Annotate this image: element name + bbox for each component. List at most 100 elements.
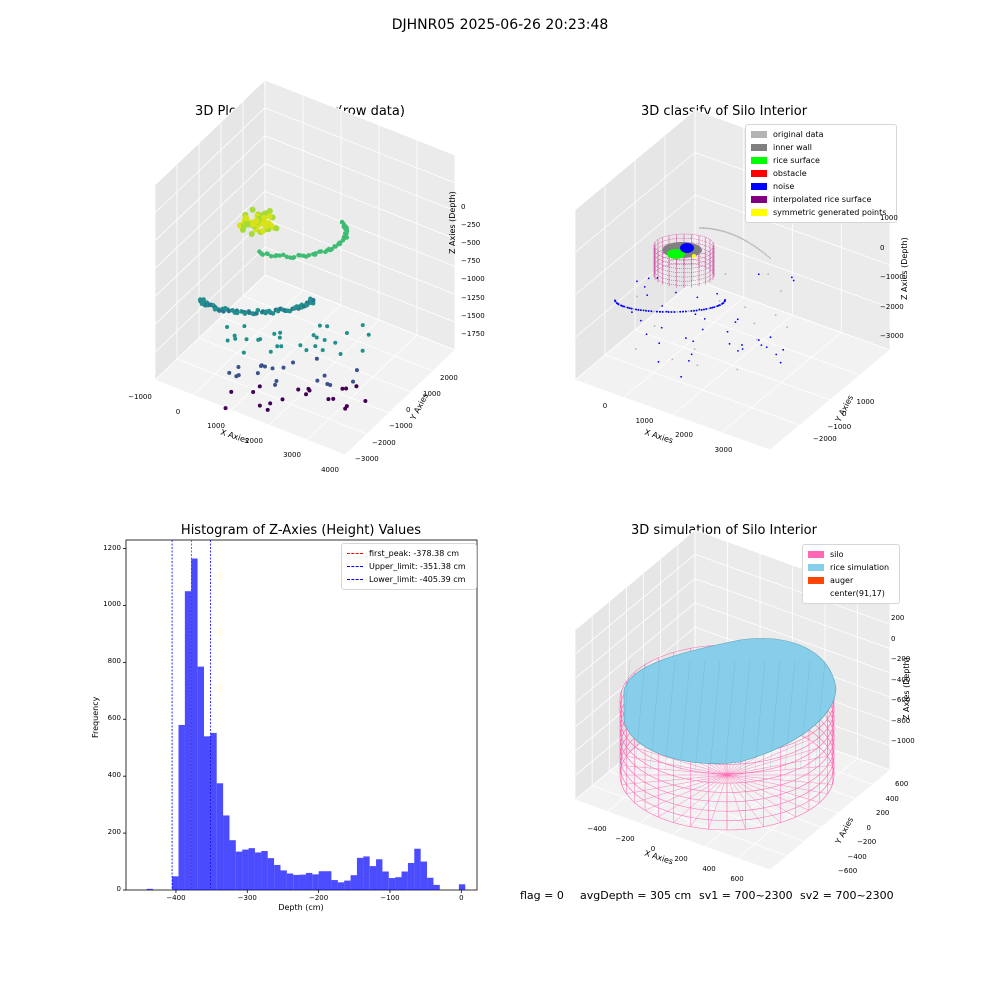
- panel1-point: [340, 238, 345, 243]
- panel1-point: [205, 302, 211, 308]
- histogram-bar: [146, 888, 153, 890]
- panel2-noise-point: [645, 333, 648, 336]
- silo-floor-line: [644, 774, 728, 811]
- panel4-legend-item: rice simulation: [808, 561, 894, 574]
- panel1-point: [328, 382, 333, 387]
- panel1-point: [310, 297, 316, 303]
- panel1-point: [262, 222, 269, 229]
- panel2-noise-point: [721, 302, 724, 305]
- panel3-y-tick-1: 200: [107, 828, 121, 837]
- panel4-legend-item: silo: [808, 548, 894, 561]
- histogram-bar: [254, 852, 262, 890]
- panel1-point: [312, 252, 318, 257]
- panel2-original-point: [761, 251, 764, 254]
- panel2-noise-point: [665, 310, 668, 313]
- rice-mesh-line: [694, 659, 706, 771]
- histogram-bar: [305, 872, 313, 890]
- panel2-noise-point: [661, 310, 664, 313]
- panel1-point: [202, 302, 208, 308]
- panel2-inner-wall-ring: [653, 242, 715, 265]
- panel3-x-tick-1: −300: [237, 894, 257, 902]
- legend-swatch: [808, 577, 824, 584]
- silo-ring: [619, 654, 835, 765]
- panel1-point: [322, 373, 327, 378]
- panel3-vlines: [171, 540, 212, 890]
- panel2-noise-point: [736, 318, 739, 321]
- panel2-legend-item: interpolated rice surface: [751, 193, 891, 206]
- panel2-original-point: [758, 248, 761, 251]
- legend-label: Lower_limit: -405.39 cm: [369, 575, 466, 584]
- panel2-y-tick-2: 0: [842, 410, 847, 418]
- panel2-noise-point: [780, 290, 783, 292]
- panel1-point: [243, 215, 250, 222]
- panel2-noise-point: [724, 273, 727, 275]
- silo-floor-line: [726, 774, 810, 811]
- panel1-point: [308, 299, 313, 305]
- panel2-noise-point: [690, 353, 693, 356]
- panel2-noise-point: [714, 305, 717, 308]
- panel2-noise-point: [728, 342, 731, 345]
- silo-floor-line: [673, 727, 728, 776]
- panel1-point: [253, 220, 260, 227]
- panel1-point: [269, 254, 274, 259]
- panel2-symmetric-point: [692, 254, 696, 258]
- panel2-noise-point: [723, 300, 726, 303]
- panel3-y-tick-6: 1200: [103, 543, 121, 552]
- panel2-noise-point: [718, 300, 721, 302]
- histogram-bar: [280, 870, 287, 890]
- panel1-point: [302, 303, 307, 309]
- panel1-point: [309, 300, 314, 306]
- panel1-y-tick-1: −2000: [372, 438, 396, 447]
- panel1-point: [234, 308, 240, 314]
- footer-flag: flag = 0: [520, 889, 564, 902]
- panel4-ylabel: Y Axies: [833, 815, 856, 846]
- panel1-point: [203, 300, 209, 306]
- panel2-noise-point: [658, 310, 661, 313]
- panel1-point: [268, 310, 273, 315]
- panel1-point: [332, 244, 337, 249]
- panel4-x-tick-0: −400: [587, 825, 607, 833]
- panel1-point: [343, 235, 348, 240]
- panel1-point: [298, 343, 303, 348]
- histogram-bar: [433, 884, 440, 890]
- panel2-original-point: [740, 237, 743, 240]
- panel1-point: [275, 307, 281, 313]
- panel2-noise-point: [636, 280, 638, 283]
- panel1-point: [258, 364, 263, 369]
- panel1-point: [308, 296, 313, 302]
- panel1-point: [259, 251, 264, 256]
- panel1-z-tick-0: 0: [461, 203, 466, 211]
- panel2-noise-point: [635, 295, 638, 298]
- panel1-point: [354, 384, 359, 389]
- panel1-point: [265, 251, 270, 257]
- panel1-point: [363, 398, 368, 403]
- panel1-point: [204, 300, 210, 306]
- panel2-noise-point: [737, 349, 739, 352]
- panel1-point: [211, 303, 217, 309]
- panel2-legend-item: rice surface: [751, 154, 891, 167]
- panel2-original-point: [742, 238, 744, 241]
- panel3-legend-item: first_peak: -378.38 cm: [347, 547, 471, 560]
- panel2-noise-point: [723, 300, 726, 303]
- panel2-noise-point: [657, 360, 660, 363]
- panel1-point: [344, 227, 349, 233]
- panel1-point: [333, 340, 338, 345]
- panel2-noise-point: [687, 310, 690, 313]
- silo-floor-line: [726, 747, 820, 776]
- panel1-point: [249, 206, 256, 213]
- panel2-noise-point: [716, 292, 719, 295]
- panel1-point: [257, 249, 262, 254]
- panel1-point: [233, 336, 238, 341]
- panel2-noise-point: [614, 299, 616, 301]
- panel1-point: [326, 397, 331, 402]
- panel2-original-point: [738, 236, 741, 239]
- silo-floor-line: [658, 774, 728, 818]
- panel1-point: [200, 299, 206, 305]
- panel2-noise-point: [705, 308, 708, 311]
- panel2-legend-item: inner wall: [751, 141, 891, 154]
- panel1-point: [226, 308, 232, 314]
- panel1-point: [254, 218, 261, 225]
- panel1-point: [275, 344, 280, 349]
- panel1-z-tick-2: −500: [461, 239, 481, 248]
- panel2-noise-point: [757, 339, 760, 341]
